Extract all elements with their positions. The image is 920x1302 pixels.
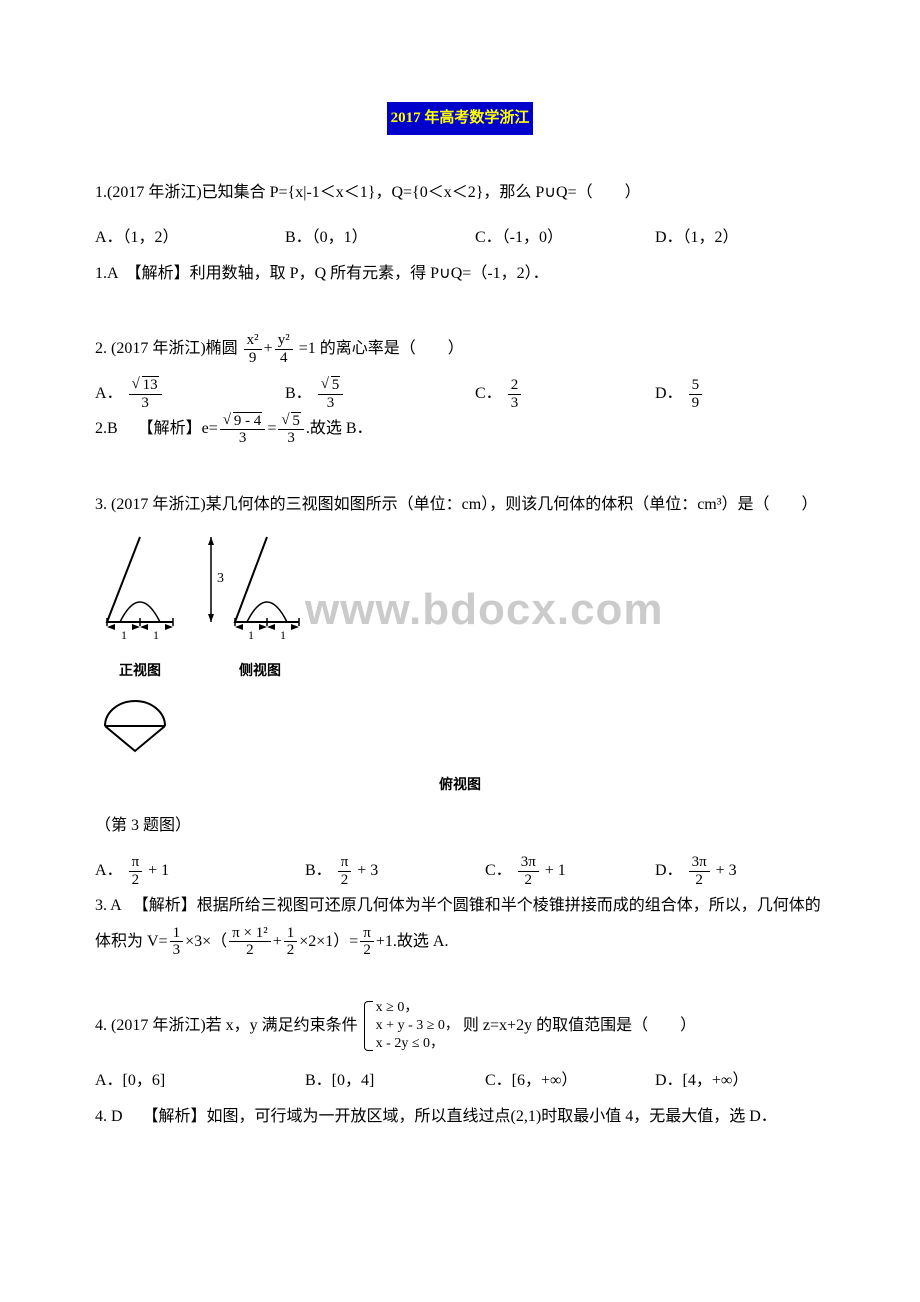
q4-opt-d: D．[4，+∞） [655, 1063, 788, 1098]
q3-stem: 3. (2017 年浙江)某几何体的三视图如图所示（单位：cm），则该几何体的体… [95, 487, 825, 522]
q3-caption: （第 3 题图） [95, 808, 825, 843]
q1-stem: 1.(2017 年浙江)已知集合 P={x|-1＜x＜1}，Q={0＜x＜2}，… [95, 175, 825, 210]
q4-opt-a: A．[0，6] [95, 1063, 305, 1098]
q3-opt-d: D． 3π2 + 3 [655, 853, 777, 888]
svg-text:3: 3 [217, 571, 224, 586]
q2-opt-c: C． 2 3 [475, 376, 655, 411]
q3-opt-a: A． π2 + 1 [95, 853, 305, 888]
q1-opt-c: C．（-1，0） [475, 220, 655, 255]
q1-options: A．（1，2） B．（0，1） C．（-1，0） D．（1，2） [95, 220, 825, 255]
q3-options: A． π2 + 1 B． π2 + 3 C． 3π2 + 1 D． 3π2 + … [95, 853, 825, 888]
q2-opt-a: A． 13 3 [95, 376, 285, 411]
side-view: 3 1 1 侧视图 [205, 532, 315, 688]
q2-options: A． 13 3 B． 5 3 C． 2 3 D． 5 9 [95, 376, 825, 411]
q2-stem-pre: 2. (2017 年浙江)椭圆 [95, 340, 238, 357]
q4-opt-b: B．[0，4] [305, 1063, 485, 1098]
svg-text:1: 1 [248, 628, 254, 642]
q4-opt-c: C．[6，+∞） [485, 1063, 655, 1098]
q1-answer: 1.A 【解析】利用数轴，取 P，Q 所有元素，得 P∪Q=（-1，2）． [95, 256, 825, 291]
top-view: 俯视图 [95, 696, 825, 802]
q4-stem: 4. (2017 年浙江)若 x，y 满足约束条件 x ≥ 0， x + y -… [95, 999, 825, 1054]
q4-answer: 4. D 【解析】如图，可行域为一开放区域，所以直线过点(2,1)时取最小值 4… [95, 1099, 825, 1134]
constraint-system: x ≥ 0， x + y - 3 ≥ 0， x - 2y ≤ 0， [362, 999, 459, 1054]
q3-opt-b: B． π2 + 3 [305, 853, 485, 888]
title-banner: 2017 年高考数学浙江 [387, 102, 534, 135]
side-view-svg: 3 1 1 [205, 532, 315, 642]
q2-opt-d: D． 5 9 [655, 376, 744, 411]
q2-stem-mid: =1 的离心率是（ ） [299, 340, 464, 357]
svg-text:1: 1 [153, 628, 159, 642]
q3-figure: www.bdocx.com 1 1 正视图 [95, 532, 825, 843]
top-view-svg [95, 696, 175, 756]
q3-opt-c: C． 3π2 + 1 [485, 853, 655, 888]
q1-opt-d: D．（1，2） [655, 220, 779, 255]
q2-opt-b: B． 5 3 [285, 376, 475, 411]
q2-answer: 2.B 【解析】e= 9 - 4 3 = 5 3 .故选 B． [95, 411, 825, 446]
q2-stem: 2. (2017 年浙江)椭圆 x² 9 + y² 4 =1 的离心率是（ ） [95, 331, 825, 366]
svg-text:1: 1 [280, 628, 286, 642]
q3-answer: 3. A 【解析】根据所给三视图可还原几何体为半个圆锥和半个棱锥拼接而成的组合体… [95, 888, 825, 959]
front-view: 1 1 正视图 [95, 532, 185, 688]
page-header: 2017 年高考数学浙江 [95, 100, 825, 135]
q1-opt-a: A．（1，2） [95, 220, 285, 255]
front-view-svg: 1 1 [95, 532, 185, 642]
frac-x29: x² 9 [244, 332, 262, 366]
q4-options: A．[0，6] B．[0，4] C．[6，+∞） D．[4，+∞） [95, 1063, 825, 1098]
svg-text:1: 1 [121, 628, 127, 642]
q1-opt-b: B．（0，1） [285, 220, 475, 255]
frac-y24: y² 4 [275, 332, 293, 366]
